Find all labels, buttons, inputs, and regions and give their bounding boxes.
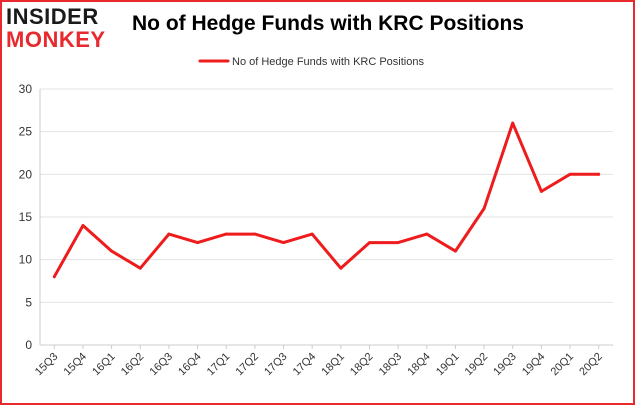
x-tick-label-15Q3: 15Q3 [33,351,61,379]
logo-bottom-text: MONKEY [6,27,106,52]
x-tick-label-19Q1: 19Q1 [434,351,462,379]
x-tick-label-18Q1: 18Q1 [319,351,347,379]
data-point-19Q1 [454,249,457,253]
x-tick-labels: 15Q3 15Q4 16Q1 16Q2 16Q3 16Q4 17Q1 17Q2 17Q3 17Q4… [33,345,605,378]
x-tick-label-17Q3: 17Q3 [262,351,290,379]
data-point-18Q2 [368,241,371,245]
x-tick-label-16Q1: 16Q1 [90,351,118,379]
y-tick-label-20: 20 [19,167,33,181]
data-point-16Q2 [138,266,142,270]
y-tick-label-30: 30 [19,82,33,96]
x-tick-label-16Q4: 16Q4 [176,351,204,379]
data-point-15Q4 [81,224,85,227]
logo-top-text: INSIDER [6,4,99,29]
data-point-18Q4 [425,232,429,236]
y-tick-label-25: 25 [19,125,33,139]
data-point-16Q4 [196,241,199,245]
insider-monkey-logo: INSIDER MONKEY [6,4,116,52]
data-point-16Q1 [110,249,114,253]
legend-label: No of Hedge Funds with KRC Positions [232,56,424,68]
y-tick-label-10: 10 [19,253,33,267]
data-point-19Q2 [482,207,486,210]
x-tick-label-15Q4: 15Q4 [62,351,90,379]
data-point-16Q3 [167,232,171,236]
data-point-17Q1 [224,232,228,236]
data-point-18Q1 [339,266,343,270]
legend: No of Hedge Funds with KRC Positions [198,56,424,68]
x-tick-label-17Q4: 17Q4 [291,351,319,379]
y-tick-label-15: 15 [19,210,33,224]
data-point-17Q3 [282,241,285,245]
x-tick-label-19Q2: 19Q2 [463,351,491,379]
series-layer [52,121,601,279]
data-point-20Q1 [568,172,572,176]
x-tick-label-20Q1: 20Q1 [549,351,577,379]
x-tick-label-16Q2: 16Q2 [119,351,147,379]
x-tick-label-16Q3: 16Q3 [148,351,176,379]
y-tick-label-5: 5 [25,295,32,309]
x-tick-label-20Q2: 20Q2 [577,351,605,379]
data-point-17Q4 [310,232,314,236]
axes [39,89,613,346]
data-point-19Q4 [539,190,543,193]
x-tick-label-19Q3: 19Q3 [491,351,519,379]
x-tick-label-18Q3: 18Q3 [377,351,405,379]
x-tick-label-18Q4: 18Q4 [405,351,433,379]
grid-lines [40,88,613,346]
y-tick-label-0: 0 [25,338,32,352]
series-line-0 [52,121,601,279]
data-point-15Q3 [52,275,56,279]
x-tick-label-17Q1: 17Q1 [205,351,233,379]
x-tick-label-17Q2: 17Q2 [233,351,261,379]
x-tick-label-18Q2: 18Q2 [348,351,376,379]
data-point-17Q2 [253,232,257,236]
data-point-18Q3 [396,241,400,245]
data-point-20Q2 [597,172,601,176]
chart-title: No of Hedge Funds with KRC Positions [132,12,524,35]
y-tick-labels: 0 5 10 15 20 25 30 [19,82,33,352]
x-tick-label-19Q4: 19Q4 [520,351,548,379]
data-point-19Q3 [511,121,515,125]
